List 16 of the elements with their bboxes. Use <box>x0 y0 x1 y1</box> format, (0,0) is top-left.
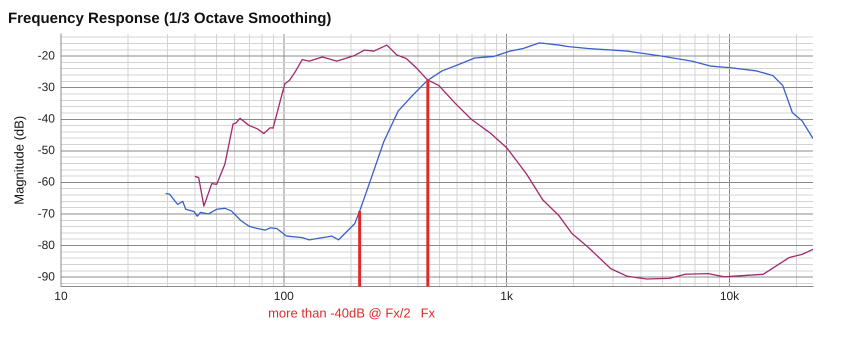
y-axis-title: Magnitude (dB) <box>11 116 26 205</box>
ref-line-label: Fx <box>420 306 436 321</box>
x-tick-label: 100 <box>274 289 294 304</box>
ref-line-label: more than -40dB @ Fx/2 <box>268 306 411 321</box>
y-tick-label: -80 <box>38 238 56 252</box>
y-tick-label: -70 <box>38 206 56 220</box>
y-tick-label: -90 <box>38 269 56 284</box>
y-tick-label: -40 <box>38 112 56 126</box>
y-tick-label: -60 <box>38 174 56 189</box>
y-tick-label: -20 <box>38 48 56 62</box>
y-tick-label: -50 <box>38 143 56 158</box>
chart-title: Frequency Response (1/3 Octave Smoothing) <box>8 10 332 28</box>
x-tick-label: 10 <box>54 289 68 304</box>
y-tick-label: -30 <box>38 80 56 94</box>
x-tick-label: 10k <box>720 289 740 304</box>
x-tick-label: 1k <box>500 289 514 304</box>
